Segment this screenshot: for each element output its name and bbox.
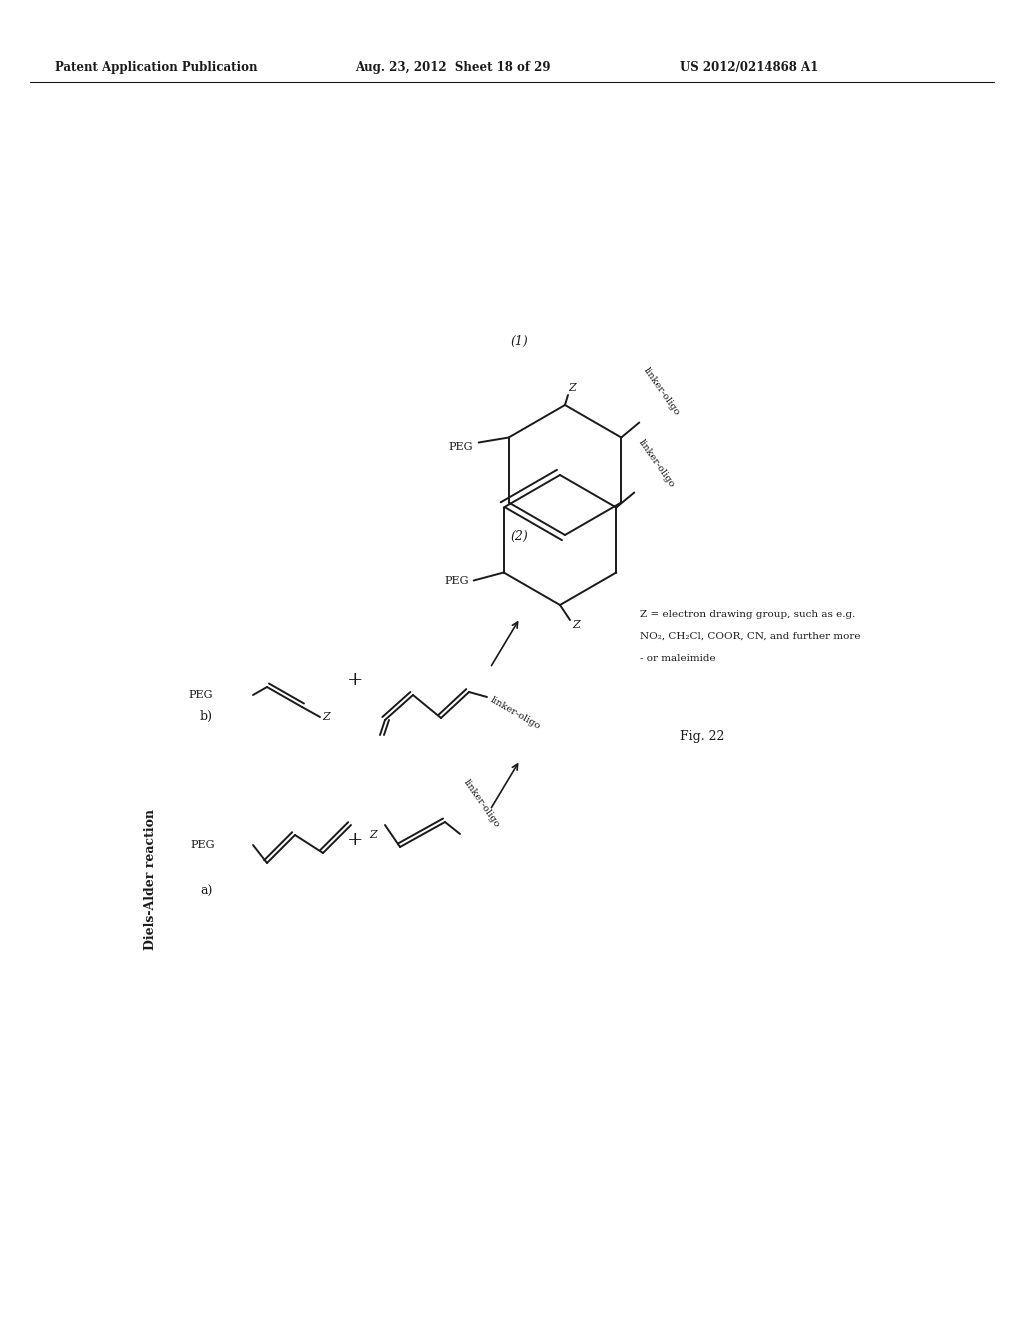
Text: PEG: PEG xyxy=(444,576,469,586)
Text: +: + xyxy=(347,832,364,849)
Text: Diels-Alder reaction: Diels-Alder reaction xyxy=(143,809,157,950)
Text: b): b) xyxy=(200,710,213,723)
Text: linker-oligo: linker-oligo xyxy=(489,696,543,731)
Text: linker-oligo: linker-oligo xyxy=(636,438,676,490)
Text: Z: Z xyxy=(322,711,330,722)
Text: a): a) xyxy=(200,884,212,898)
Text: Aug. 23, 2012  Sheet 18 of 29: Aug. 23, 2012 Sheet 18 of 29 xyxy=(355,62,551,74)
Text: PEG: PEG xyxy=(190,840,215,850)
Text: Z: Z xyxy=(370,830,377,840)
Text: Fig. 22: Fig. 22 xyxy=(680,730,724,743)
Text: PEG: PEG xyxy=(188,690,213,700)
Text: Z: Z xyxy=(572,620,580,630)
Text: PEG: PEG xyxy=(449,442,473,453)
Text: - or maleimide: - or maleimide xyxy=(640,653,716,663)
Text: linker-oligo: linker-oligo xyxy=(641,366,681,417)
Text: +: + xyxy=(347,671,364,689)
Text: Z: Z xyxy=(568,383,575,393)
Text: linker-oligo: linker-oligo xyxy=(462,777,502,829)
Text: US 2012/0214868 A1: US 2012/0214868 A1 xyxy=(680,62,818,74)
Text: (1): (1) xyxy=(510,335,527,348)
Text: Z = electron drawing group, such as e.g.: Z = electron drawing group, such as e.g. xyxy=(640,610,855,619)
Text: NO₂, CH₂Cl, COOR, CN, and further more: NO₂, CH₂Cl, COOR, CN, and further more xyxy=(640,632,860,642)
Text: (2): (2) xyxy=(510,531,527,543)
Text: Patent Application Publication: Patent Application Publication xyxy=(55,62,257,74)
